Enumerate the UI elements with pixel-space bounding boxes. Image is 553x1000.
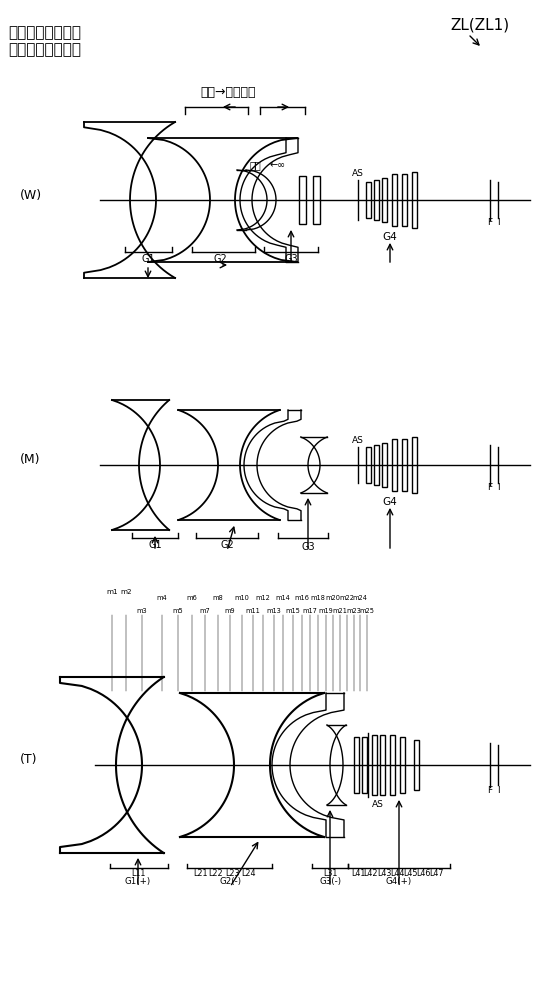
Text: F: F — [487, 786, 493, 795]
Text: m13: m13 — [267, 608, 281, 614]
Text: m22: m22 — [340, 595, 354, 601]
Text: L44: L44 — [390, 869, 404, 878]
Text: L23: L23 — [225, 869, 239, 878]
Text: G4: G4 — [383, 497, 398, 507]
Text: m6: m6 — [186, 595, 197, 601]
Text: m4: m4 — [156, 595, 168, 601]
Text: G3: G3 — [301, 542, 315, 552]
Text: L46: L46 — [416, 869, 430, 878]
Text: G3(-): G3(-) — [319, 877, 341, 886]
Text: L31: L31 — [323, 869, 337, 878]
Text: 陆上→水中切换: 陆上→水中切换 — [200, 87, 255, 100]
Text: m9: m9 — [225, 608, 236, 614]
Text: m25: m25 — [359, 608, 374, 614]
Text: G2: G2 — [220, 540, 234, 550]
Text: L47: L47 — [429, 869, 444, 878]
Text: AS: AS — [372, 800, 384, 809]
Text: （陸上摄影状态）: （陸上摄影状态） — [8, 42, 81, 57]
Text: m8: m8 — [212, 595, 223, 601]
Text: L22: L22 — [208, 869, 223, 878]
Text: G1: G1 — [141, 254, 155, 264]
Text: L24: L24 — [241, 869, 255, 878]
Text: m19: m19 — [319, 608, 333, 614]
Text: AS: AS — [352, 169, 364, 178]
Text: 聚焦: 聚焦 — [249, 160, 261, 170]
Text: F: F — [487, 483, 493, 492]
Text: G1: G1 — [148, 540, 162, 550]
Text: m15: m15 — [285, 608, 300, 614]
Text: m11: m11 — [246, 608, 260, 614]
Text: m14: m14 — [275, 595, 290, 601]
Text: m12: m12 — [255, 595, 270, 601]
Text: m21: m21 — [332, 608, 347, 614]
Text: m18: m18 — [311, 595, 325, 601]
Text: AS: AS — [352, 436, 364, 445]
Text: L11: L11 — [131, 869, 145, 878]
Text: (T): (T) — [20, 754, 38, 766]
Text: (M): (M) — [20, 454, 40, 466]
Text: m20: m20 — [326, 595, 341, 601]
Text: m3: m3 — [137, 608, 147, 614]
Text: G2: G2 — [213, 254, 227, 264]
Text: L43: L43 — [377, 869, 391, 878]
Text: L21: L21 — [193, 869, 207, 878]
Text: G3: G3 — [284, 254, 298, 264]
Text: m7: m7 — [200, 608, 210, 614]
Text: I: I — [497, 483, 499, 492]
Text: m16: m16 — [295, 595, 310, 601]
Text: m17: m17 — [302, 608, 317, 614]
Text: m23: m23 — [347, 608, 362, 614]
Text: G1(+): G1(+) — [125, 877, 151, 886]
Text: I: I — [497, 218, 499, 227]
Text: ZL(ZL1): ZL(ZL1) — [450, 18, 509, 33]
Text: ←∞: ←∞ — [270, 160, 286, 170]
Text: G4: G4 — [383, 232, 398, 242]
Text: L45: L45 — [403, 869, 418, 878]
Text: G4(+): G4(+) — [386, 877, 412, 886]
Text: L41: L41 — [351, 869, 365, 878]
Text: 物体側介質：空気: 物体側介質：空気 — [8, 25, 81, 40]
Text: F: F — [487, 218, 493, 227]
Text: L42: L42 — [364, 869, 378, 878]
Text: m5: m5 — [173, 608, 184, 614]
Text: m10: m10 — [234, 595, 249, 601]
Text: m1: m1 — [106, 589, 118, 595]
Text: I: I — [497, 786, 499, 795]
Text: G2(-): G2(-) — [219, 877, 241, 886]
Text: (W): (W) — [20, 188, 42, 202]
Text: m24: m24 — [352, 595, 368, 601]
Text: m2: m2 — [120, 589, 132, 595]
